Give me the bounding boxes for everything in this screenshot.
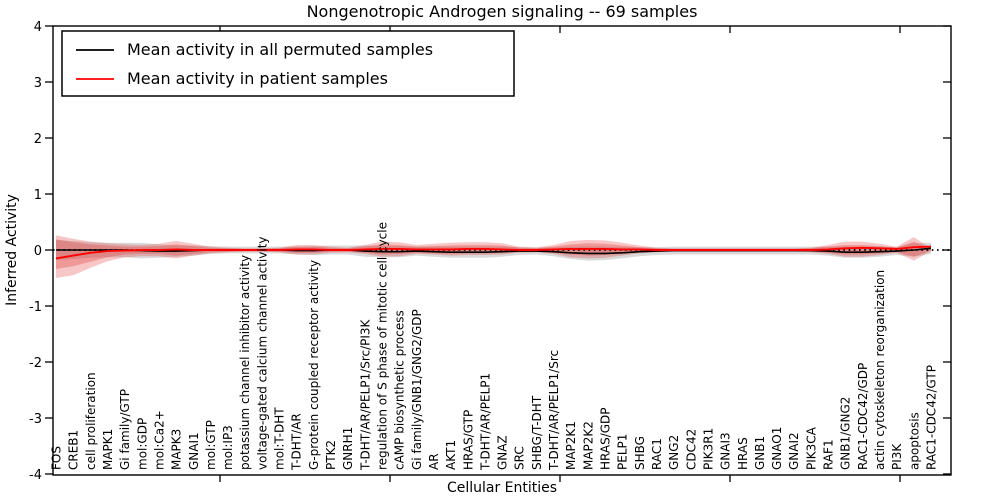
x-category-label: GNB1/GNG2 <box>839 397 853 470</box>
x-category-label: AR <box>427 453 441 470</box>
x-category-label: HRAS/GTP <box>461 410 475 470</box>
x-category-label: GNB1 <box>753 436 767 470</box>
x-category-label: actin cytoskeleton reorganization <box>873 270 887 470</box>
y-axis-ticks: 4 3 2 1 0 -1 -2 -3 -4 <box>29 20 951 483</box>
x-category-label: mol:T-DHT <box>273 407 287 470</box>
x-category-label: mol:GTP <box>204 420 218 470</box>
x-category-label: PIK3R1 <box>702 428 716 470</box>
x-category-label: FOS <box>50 446 64 470</box>
x-category-label: MAP2K2 <box>581 421 595 470</box>
patient-mean-line <box>55 245 932 260</box>
x-category-label: GNAI2 <box>787 432 801 470</box>
y-axis-label: Inferred Activity <box>4 194 20 306</box>
x-category-label: T-DHT/AR/PELP1 <box>478 373 492 471</box>
x-category-label: RAC1-CDC42/GDP <box>856 363 870 470</box>
x-category-label: cell proliferation <box>84 372 98 470</box>
y-tick-label: -2 <box>29 356 42 371</box>
y-tick-label: 4 <box>34 20 42 35</box>
x-category-label: CDC42 <box>684 429 698 470</box>
x-category-label: T-DHT/AR/PELP1/Src <box>547 350 561 471</box>
x-category-label: SRC <box>513 446 527 470</box>
legend-label-patient: Mean activity in patient samples <box>127 69 388 88</box>
y-tick-label: 0 <box>34 244 42 259</box>
y-tick-label: 1 <box>34 188 42 203</box>
x-category-label: cAMP biosynthetic process <box>393 310 407 470</box>
x-category-label: HRAS/GDP <box>599 407 613 470</box>
x-category-label: GNAI3 <box>719 432 733 470</box>
x-category-label: PIK3CA <box>804 426 818 470</box>
patient-outer-spread-band <box>56 235 931 278</box>
x-category-label: HRAS <box>736 437 750 470</box>
x-category-label: RAC1-CDC42/GTP <box>925 365 939 470</box>
x-category-label: Gi family/GTP <box>118 389 132 470</box>
x-category-label: voltage-gated calcium channel activity <box>255 236 269 470</box>
y-tick-label: 2 <box>34 132 42 147</box>
x-category-label: PTK2 <box>324 440 338 470</box>
x-category-label: mol:IP3 <box>221 425 235 470</box>
x-category-label: RAC1 <box>650 438 664 470</box>
x-category-label: GNAI1 <box>187 432 201 470</box>
y-tick-label: -1 <box>29 300 42 315</box>
permuted-spread-band <box>56 239 931 261</box>
x-category-label: AKT1 <box>444 440 458 470</box>
y-tick-label: -4 <box>29 468 42 483</box>
x-category-label: MAP2K1 <box>564 421 578 470</box>
x-category-label: GNAZ <box>496 435 510 470</box>
x-category-label: G-protein coupled receptor activity <box>307 260 321 470</box>
x-category-label: CREB1 <box>67 430 81 470</box>
x-category-label: GNRH1 <box>341 427 355 470</box>
x-category-label: Gi family/GNB1/GNG2/GDP <box>410 309 424 470</box>
x-category-label: potassium channel inhibitor activity <box>238 255 252 470</box>
x-category-label: SHBG <box>633 436 647 470</box>
x-category-label: SHBG/T-DHT <box>530 395 544 470</box>
x-category-label: apoptosis <box>907 412 921 470</box>
x-category-label: regulation of S phase of mitotic cell cy… <box>376 222 390 470</box>
chart-title: Nongenotropic Androgen signaling -- 69 s… <box>307 2 698 21</box>
x-category-label: MAPK3 <box>170 429 184 470</box>
legend: Mean activity in all permuted samples Me… <box>61 30 515 97</box>
x-category-label: MAPK1 <box>101 429 115 470</box>
x-category-label: GNG2 <box>667 435 681 470</box>
x-category-label: T-DHT/AR/PELP1/Src/PI3K <box>358 318 372 471</box>
legend-box <box>61 30 515 97</box>
y-tick-label: -3 <box>29 412 42 427</box>
x-category-label: T-DHT/AR <box>290 413 304 471</box>
patient-inner-spread-band <box>56 239 931 269</box>
x-category-label: PELP1 <box>616 434 630 470</box>
x-category-label: GNAO1 <box>770 427 784 470</box>
x-category-label: RAF1 <box>822 439 836 470</box>
x-axis-label: Cellular Entities <box>447 480 557 496</box>
x-category-labels: FOS CREB1 cell proliferation MAPK1 Gi family… <box>50 222 939 471</box>
x-category-label: mol:GDP <box>135 418 149 470</box>
x-category-label: PI3K <box>890 443 904 470</box>
y-tick-label: 3 <box>34 76 42 91</box>
legend-label-permuted: Mean activity in all permuted samples <box>127 40 433 59</box>
x-category-label: mol:Ca2+ <box>152 410 166 470</box>
